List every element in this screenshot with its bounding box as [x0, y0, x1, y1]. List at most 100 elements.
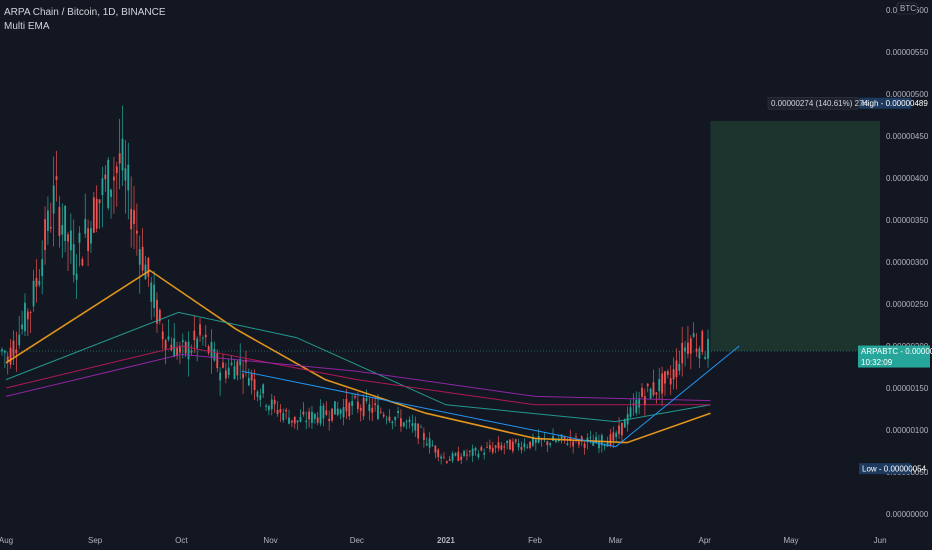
- time-axis-bg: [0, 525, 932, 550]
- candle-body: [227, 367, 230, 375]
- candle-body: [222, 362, 224, 368]
- candle-body: [95, 198, 98, 229]
- x-tick-label: Apr: [699, 536, 712, 545]
- candle-body: [316, 417, 319, 423]
- candle-body: [681, 342, 684, 364]
- candle-body: [646, 383, 649, 387]
- high-tag: High - 0.00000489: [859, 97, 928, 109]
- candle-body: [44, 219, 46, 251]
- candle-body: [672, 369, 675, 380]
- candle-body: [138, 249, 141, 265]
- candle-body: [262, 384, 265, 394]
- candle-body: [483, 452, 486, 455]
- candle-body: [612, 432, 615, 441]
- candle-body: [29, 312, 32, 314]
- candle-body: [707, 338, 709, 359]
- y-tick-label: 0.00000100: [886, 426, 929, 435]
- candle-body: [236, 361, 239, 376]
- candle-body: [141, 246, 144, 271]
- candle-body: [621, 422, 623, 436]
- candle-body: [408, 419, 411, 423]
- candle-body: [689, 338, 692, 354]
- candle-body: [463, 450, 465, 457]
- candle-body: [684, 347, 686, 352]
- candle-body: [666, 371, 669, 375]
- candle-body: [250, 374, 253, 381]
- candle-body: [497, 442, 500, 449]
- candle-body: [325, 410, 328, 415]
- candle-body: [144, 264, 147, 280]
- candle-body: [580, 436, 583, 440]
- candle-body: [47, 210, 49, 232]
- candle-body: [24, 302, 26, 332]
- candle-body: [104, 174, 107, 180]
- candle-body: [379, 411, 382, 413]
- candle-body: [362, 397, 365, 417]
- candle-body: [618, 425, 620, 434]
- currency-badge-text: BTC: [900, 4, 916, 13]
- candle-body: [302, 411, 305, 415]
- candle-body: [675, 360, 678, 378]
- candle-body: [92, 197, 95, 233]
- candle-body: [655, 392, 658, 395]
- candle-body: [669, 378, 672, 385]
- candle-body: [81, 259, 84, 266]
- candle-body: [583, 443, 586, 448]
- candle-body: [658, 378, 661, 392]
- candle-body: [348, 402, 351, 417]
- symbol-title[interactable]: ARPA Chain / Bitcoin, 1D, BINANCE: [4, 7, 166, 18]
- candle-body: [113, 176, 115, 181]
- candle-body: [509, 439, 511, 450]
- ema-line-2: [5, 345, 711, 406]
- price-tag-bg: [858, 345, 930, 368]
- candle-body: [491, 447, 494, 453]
- measure-label-bg: [767, 96, 859, 110]
- candle-body: [156, 299, 158, 324]
- candle-body: [107, 159, 110, 208]
- candle-body: [468, 450, 471, 452]
- candle-body: [270, 399, 273, 410]
- candle-body: [641, 387, 643, 397]
- candle-body: [336, 408, 339, 415]
- candle-body: [365, 398, 368, 402]
- candle-body: [577, 441, 580, 445]
- candle-body: [371, 407, 374, 413]
- candle-body: [230, 362, 233, 365]
- candle-body: [489, 445, 491, 450]
- high-tag-text: High - 0.00000489: [862, 99, 928, 108]
- y-tick-label: 0.00000400: [886, 174, 929, 183]
- candle-body: [296, 420, 299, 423]
- candle-body: [207, 346, 210, 353]
- candle-body: [448, 459, 451, 461]
- ema-line-0: [5, 269, 711, 444]
- candle-body: [32, 280, 35, 307]
- candle-body: [598, 440, 600, 449]
- candle-body: [606, 442, 609, 447]
- x-tick-label: Feb: [528, 536, 542, 545]
- y-tick-label: 0.00000250: [886, 300, 929, 309]
- candle-body: [216, 353, 219, 369]
- indicator-label[interactable]: Multi EMA: [4, 21, 50, 32]
- candle-body: [592, 442, 595, 446]
- candle-body: [161, 331, 164, 340]
- trendline-1: [615, 345, 740, 448]
- candle-body: [342, 407, 345, 418]
- candle-body: [440, 456, 443, 459]
- candle-body: [638, 398, 641, 408]
- candle-body: [417, 423, 420, 439]
- x-tick-label: Jun: [874, 536, 887, 545]
- candle-body: [643, 396, 646, 405]
- candle-body: [187, 341, 190, 360]
- candle-body: [503, 446, 506, 448]
- candle-body: [529, 441, 531, 448]
- candle-body: [517, 443, 520, 448]
- candle-body: [72, 244, 75, 276]
- candle-body: [563, 435, 566, 439]
- candle-body: [566, 443, 569, 445]
- candle-body: [480, 447, 483, 451]
- candle-body: [110, 189, 112, 197]
- candle-body: [664, 371, 666, 384]
- candle-body: [279, 409, 282, 413]
- candle-body: [359, 408, 362, 411]
